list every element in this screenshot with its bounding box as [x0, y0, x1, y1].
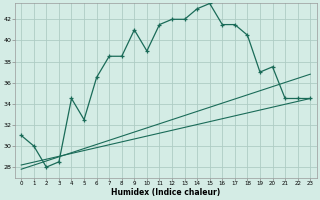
X-axis label: Humidex (Indice chaleur): Humidex (Indice chaleur) — [111, 188, 220, 197]
